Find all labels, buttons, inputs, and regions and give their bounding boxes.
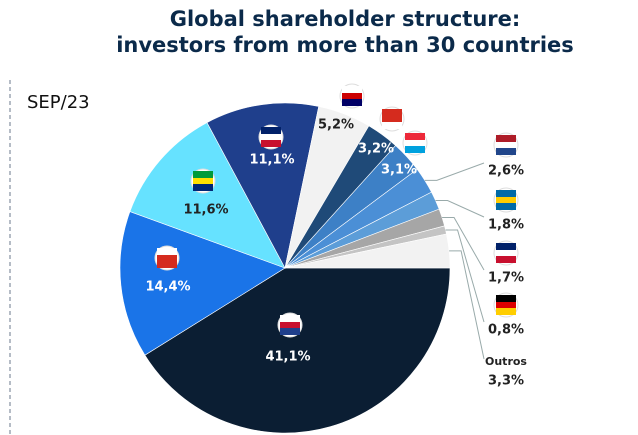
flag-band [405,140,425,146]
flag-icon [258,124,284,150]
flag-band [405,133,425,140]
flag-band [280,315,300,322]
flag-band [496,250,516,256]
data-label: 1,7% [488,271,524,286]
pie-slice [206,102,320,269]
flag-band [496,295,516,302]
flag-band [496,197,516,203]
flag-band [496,243,516,250]
data-label: 41,1% [265,350,310,365]
data-label: 2,6% [488,164,524,179]
flag-band [405,146,425,153]
flag-icon [402,130,428,156]
flag-band [280,328,300,335]
flag-band [496,190,516,197]
data-label: 3,2% [358,142,394,157]
flag-band [157,248,177,255]
flag-band [382,116,402,122]
leader-line [442,216,485,271]
flag-band [496,308,516,315]
flag-band [496,142,516,148]
data-label: 0,8% [488,323,524,338]
data-label: 11,1% [249,153,294,168]
flag-band [496,302,516,308]
flag-band [342,86,362,93]
flag-icon [339,83,365,109]
flag-band [157,261,177,268]
leader-line [449,250,485,360]
flag-band [193,184,213,191]
flag-icon [493,187,519,213]
data-label: 5,2% [318,118,354,133]
data-label: 11,6% [183,203,228,218]
flag-band [280,322,300,328]
flag-band [496,135,516,142]
leader-line [445,229,485,323]
flag-band [193,178,213,184]
flag-band [382,122,402,129]
flag-band [261,127,281,134]
flag-icon [493,292,519,318]
leader-line [424,162,485,181]
leader-line [435,200,485,218]
chart-subtitle: SEP/23 [27,92,90,113]
flag-icon [277,312,303,338]
pie-slice [144,267,451,434]
flag-icon [379,106,405,132]
flag-icon [493,132,519,158]
flag-band [193,171,213,178]
flag-icon [493,240,519,266]
flag-band [261,134,281,140]
data-label: 3,1% [381,163,417,178]
flag-icon [190,168,216,194]
flag-band [496,256,516,263]
data-label: 14,4% [145,280,190,295]
flag-band [342,93,362,99]
flag-band [382,109,402,116]
pie-slice [129,122,286,269]
flag-band [342,99,362,106]
data-label: 3,3% [488,374,524,389]
flag-band [496,203,516,210]
category-label: Outros [485,355,527,368]
chart-title: Global shareholder structure: investors f… [116,7,574,57]
data-label: 1,8% [488,218,524,233]
flag-band [261,140,281,147]
flag-icon [154,245,180,271]
flag-band [496,148,516,155]
flag-band [157,255,177,261]
